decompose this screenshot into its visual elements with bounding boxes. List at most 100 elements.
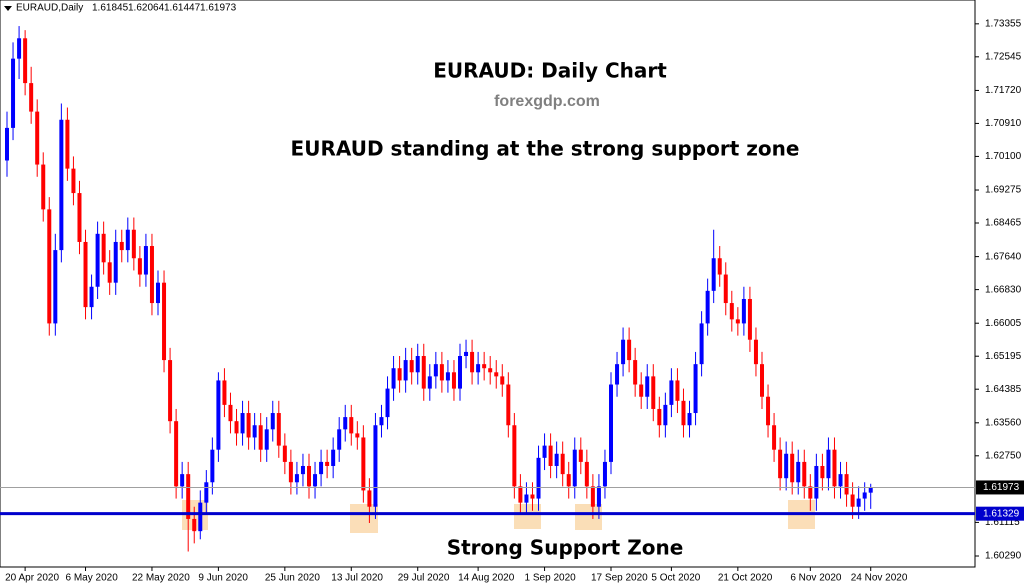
candle-body: [657, 408, 662, 426]
candle-body: [687, 413, 692, 426]
candle-body: [228, 404, 233, 422]
candle-body: [723, 274, 728, 304]
candle-body: [796, 461, 801, 483]
candle-body: [476, 364, 481, 373]
candle-body: [451, 372, 456, 389]
candle-body: [536, 457, 541, 499]
candle-body: [77, 193, 82, 242]
candle-body: [11, 58, 16, 128]
candle-body: [772, 425, 777, 450]
candle-body: [826, 449, 831, 479]
candle-body: [856, 498, 861, 507]
candle-body: [470, 351, 475, 373]
current-price-label: 1.61973: [983, 482, 1020, 493]
candle-body: [717, 258, 722, 275]
x-tick-label: 29 Jul 2020: [398, 573, 450, 584]
candle-body: [65, 119, 70, 169]
y-tick-label: 1.68465: [985, 218, 1022, 229]
candle-body: [590, 486, 595, 507]
candle-body: [23, 38, 28, 84]
candle-body: [131, 229, 136, 259]
candle-body: [198, 502, 203, 532]
candle-body: [264, 429, 269, 450]
candle-body: [53, 250, 58, 324]
candle-body: [95, 233, 100, 287]
candle-body: [778, 449, 783, 479]
candle-body: [560, 453, 565, 475]
y-tick-label: 1.73355: [985, 18, 1022, 29]
candle-body: [464, 351, 469, 357]
candle-body: [621, 339, 626, 365]
candle-body: [192, 518, 197, 532]
y-tick-label: 1.70100: [985, 151, 1022, 162]
candle-body: [107, 262, 112, 283]
highlight-box: [575, 504, 602, 530]
candle-body: [162, 282, 167, 361]
candle-body: [325, 461, 330, 466]
support-price-label: 1.61329: [983, 508, 1020, 519]
candle-body: [403, 360, 408, 381]
candle-body: [234, 421, 239, 434]
header-arrow: [4, 6, 12, 11]
candle-body: [820, 465, 825, 479]
candle-body: [89, 286, 94, 308]
x-tick-label: 1 Sep 2020: [525, 573, 577, 584]
plot-layer: [5, 26, 873, 552]
candle-body: [488, 368, 493, 373]
candle-body: [391, 368, 396, 389]
candle-body: [240, 413, 245, 434]
candle-body: [524, 494, 529, 503]
candle-body: [512, 425, 517, 487]
x-tick-label: 6 May 2020: [66, 573, 119, 584]
candle-body: [349, 417, 354, 434]
symbol-label: EURAUD,Daily: [16, 3, 83, 14]
candle-body: [421, 356, 426, 389]
support-price-box: [976, 506, 1024, 521]
candle-body: [210, 449, 215, 483]
header-close: 1.61973: [200, 3, 237, 14]
candle-body: [645, 376, 650, 397]
candle-body: [35, 111, 40, 165]
subtitle: EURAUD standing at the strong support zo…: [291, 137, 800, 161]
candle-body: [711, 258, 716, 291]
candle-body: [409, 360, 414, 373]
candle-body: [59, 119, 64, 251]
candle-body: [313, 474, 318, 487]
candle-body: [862, 492, 867, 499]
candle-body: [246, 413, 251, 438]
candle-body: [506, 384, 511, 426]
candle-body: [113, 241, 118, 283]
candle-body: [29, 83, 34, 112]
y-tick-label: 1.64385: [985, 384, 1022, 395]
candle-body: [705, 290, 710, 324]
x-tick-label: 13 Jul 2020: [331, 573, 383, 584]
candle-body: [5, 127, 9, 161]
candle-body: [307, 465, 311, 487]
candle-body: [548, 445, 553, 466]
y-tick-label: 1.62750: [985, 450, 1022, 461]
candle-body: [518, 486, 523, 503]
candle-body: [385, 388, 390, 418]
candle-body: [373, 425, 378, 507]
candle-body: [790, 453, 795, 483]
candle-body: [693, 364, 698, 414]
candle-body: [282, 445, 287, 462]
candle-body: [288, 461, 293, 483]
y-tick-label: 1.66005: [985, 318, 1022, 329]
candle-body: [343, 417, 348, 430]
x-tick-label: 22 May 2020: [132, 573, 190, 584]
y-tick-label: 1.66830: [985, 284, 1022, 295]
candle-body: [156, 282, 160, 304]
candle-body: [844, 474, 849, 495]
candle-body: [729, 303, 734, 320]
candle-body: [651, 376, 656, 409]
y-tick-label: 1.70910: [985, 118, 1022, 129]
candle-body: [445, 372, 450, 381]
y-tick-label: 1.63560: [985, 417, 1022, 428]
candle-body: [578, 449, 583, 462]
candle-body: [832, 449, 837, 487]
candle-body: [83, 241, 88, 308]
candle-body: [494, 372, 499, 377]
candle-body: [337, 429, 342, 450]
